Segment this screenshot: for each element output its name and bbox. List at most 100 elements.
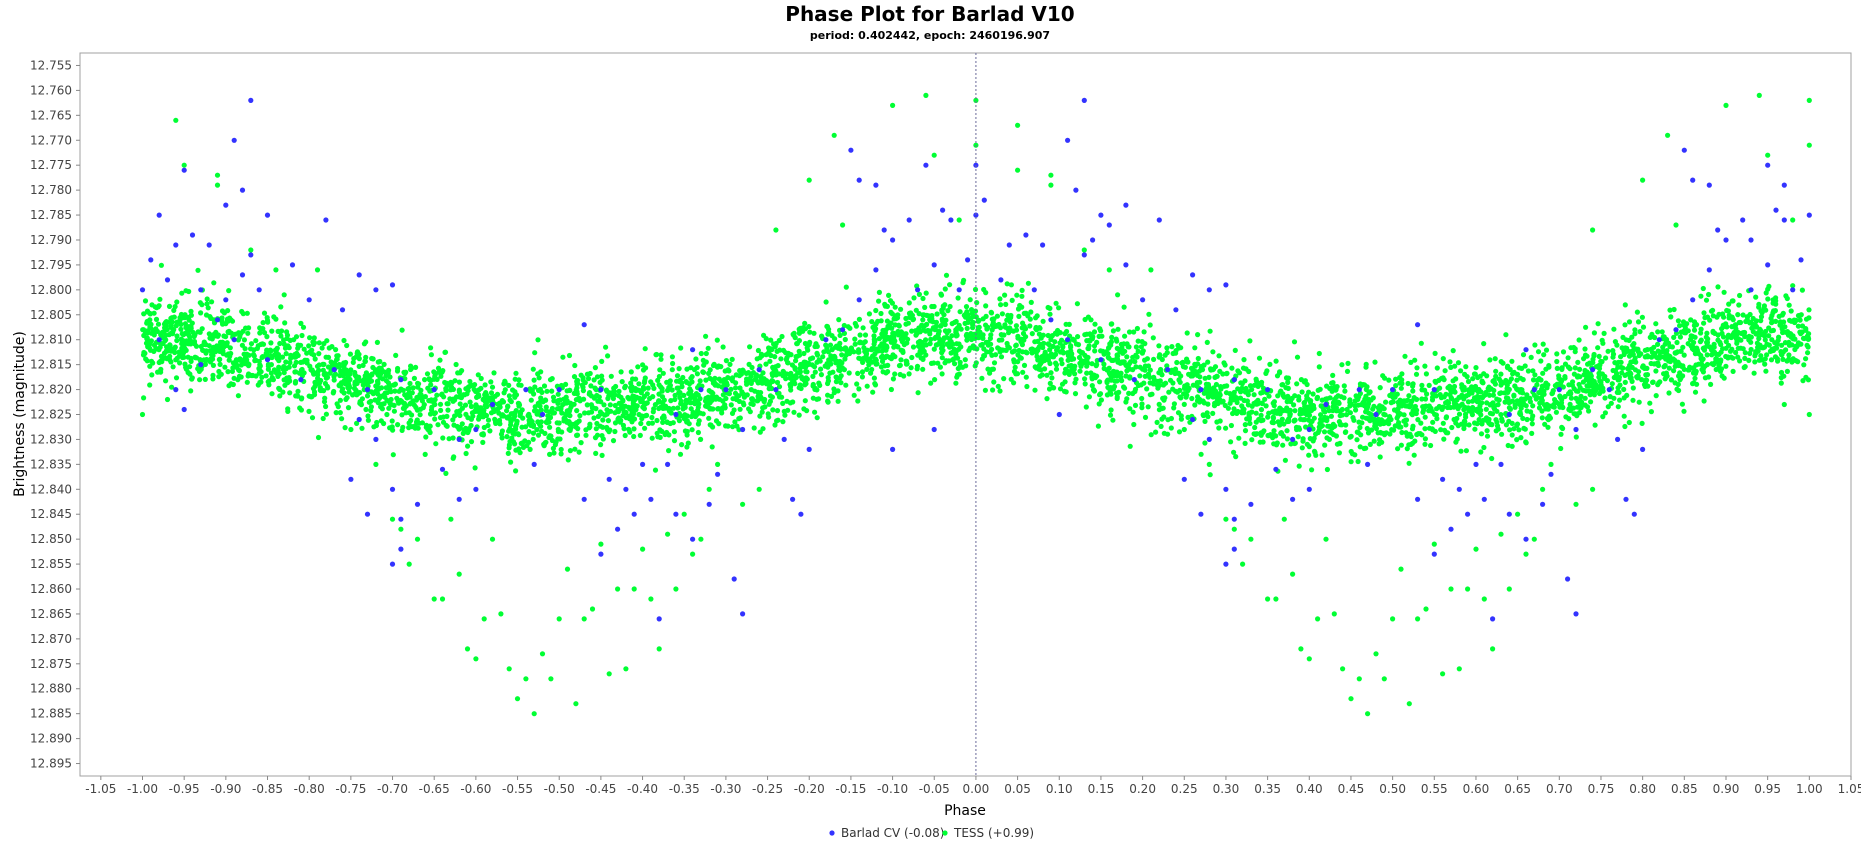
tess-point: [1040, 318, 1046, 324]
tess-point: [1046, 386, 1053, 392]
tess-point: [361, 341, 367, 347]
tess-point: [803, 364, 809, 370]
tess-point: [1098, 397, 1104, 403]
tess-point: [1238, 380, 1244, 386]
tess-point: [547, 414, 554, 421]
tess-point: [689, 374, 695, 380]
tess-point: [731, 407, 737, 413]
tess-point: [1472, 420, 1478, 426]
tess-point: [760, 370, 766, 376]
chart-subtitle: period: 0.402442, epoch: 2460196.907: [810, 29, 1050, 42]
tess-point: [1124, 368, 1130, 374]
tess-point: [1681, 352, 1687, 358]
tess-point: [1481, 444, 1487, 451]
tess-point: [279, 328, 285, 334]
tess-point: [1029, 331, 1035, 337]
tess-point: [1023, 310, 1029, 316]
tess-point: [760, 426, 766, 432]
tess-point: [482, 382, 488, 388]
tess-point: [709, 444, 715, 450]
tess-point: [1756, 304, 1762, 310]
tess-point: [1546, 413, 1552, 419]
tess-point: [1142, 367, 1148, 373]
tess-point: [1011, 348, 1017, 354]
tess-point: [1092, 321, 1098, 327]
tess-point: [1521, 425, 1527, 431]
tess-point: [1582, 352, 1589, 358]
tess-point: [748, 387, 754, 393]
tess-point: [713, 418, 720, 424]
tess-point: [649, 414, 655, 421]
tess-point: [530, 436, 536, 442]
tess-point: [560, 354, 566, 360]
tess-point: [1270, 415, 1276, 421]
tess-point: [575, 426, 581, 432]
tess-point: [1554, 365, 1560, 371]
tess-point: [1713, 351, 1719, 357]
tess-point: [543, 404, 549, 410]
tess-point: [300, 324, 307, 330]
tess-point: [767, 358, 773, 364]
tess-point: [1754, 331, 1760, 337]
tess-point: [312, 356, 318, 362]
tess-point: [1627, 375, 1633, 381]
tess-point: [1422, 396, 1429, 402]
tess-point: [568, 425, 574, 431]
tess-point: [1620, 365, 1626, 371]
tess-point: [1520, 352, 1527, 358]
tess-point: [277, 340, 283, 347]
tess-point: [224, 352, 230, 358]
tess-point: [337, 410, 343, 416]
tess-point: [1306, 404, 1312, 410]
tess-point: [217, 361, 223, 367]
tess-point: [1233, 454, 1239, 460]
tess-point: [157, 296, 163, 302]
tess-point: [1330, 380, 1336, 386]
tess-point: [1723, 363, 1729, 369]
tess-point: [299, 332, 305, 339]
tess-point: [676, 366, 682, 372]
tess-point: [634, 394, 640, 400]
tess-point: [728, 386, 734, 392]
tess-point: [972, 308, 979, 314]
tess-point: [1110, 417, 1116, 423]
tess-point: [276, 385, 282, 391]
tess-point: [1383, 430, 1389, 436]
tess-point: [492, 419, 499, 425]
tess-point: [783, 357, 789, 363]
tess-point: [298, 396, 305, 402]
tess-point: [1763, 290, 1769, 296]
tess-point: [1788, 308, 1794, 314]
tess-point: [1634, 309, 1640, 315]
tess-point: [1280, 393, 1286, 399]
tess-point: [1437, 404, 1443, 410]
tess-point: [1128, 359, 1134, 365]
tess-point: [891, 344, 897, 350]
tess-point: [1213, 381, 1219, 388]
tess-point: [1197, 379, 1203, 385]
tess-point: [357, 390, 363, 396]
tess-point: [1677, 334, 1683, 340]
tess-point: [1640, 364, 1646, 370]
tess-point: [1168, 415, 1174, 422]
tess-point: [646, 420, 652, 426]
tess-point: [1296, 463, 1302, 469]
tess-point: [964, 337, 970, 343]
tess-point: [295, 393, 301, 399]
tess-point: [1450, 378, 1456, 384]
tess-point: [769, 394, 776, 400]
tess-point: [1667, 307, 1673, 313]
tess-point: [408, 365, 415, 371]
tess-point: [868, 370, 874, 376]
tess-point: [1139, 405, 1145, 411]
tess-point: [1160, 382, 1167, 388]
tess-point: [1729, 298, 1735, 304]
tess-point: [323, 354, 329, 360]
tess-point: [1437, 385, 1443, 391]
chart-title: Phase Plot for Barlad V10: [785, 2, 1074, 26]
tess-point: [607, 402, 613, 408]
tess-point: [1720, 334, 1727, 340]
tess-point: [1222, 362, 1228, 368]
tess-point: [913, 332, 919, 338]
tess-point: [722, 402, 728, 408]
